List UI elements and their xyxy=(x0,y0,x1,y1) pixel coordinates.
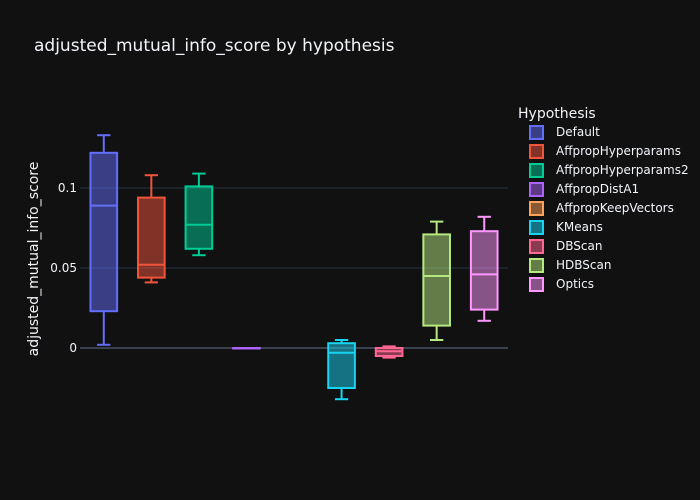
iqr-box xyxy=(89,151,119,313)
legend-label: AffpropHyperparams2 xyxy=(556,163,689,177)
legend-swatch xyxy=(529,163,544,178)
legend-swatch xyxy=(529,201,544,216)
iqr-box xyxy=(184,185,214,250)
box-hdbscan xyxy=(422,220,451,341)
legend-item: Default xyxy=(529,125,600,140)
legend-label: Default xyxy=(556,125,600,139)
plot-area xyxy=(89,134,499,401)
legend-item: AffpropDistA1 xyxy=(529,182,639,197)
legend-item: Optics xyxy=(529,277,594,292)
legend-swatch xyxy=(529,220,544,235)
y-tick-label: 0.1 xyxy=(58,181,77,195)
box-affprophyperparams xyxy=(137,174,166,284)
legend-label: HDBScan xyxy=(556,258,611,272)
legend-label: AffpropHyperparams xyxy=(556,144,681,158)
legend-swatch xyxy=(529,144,544,159)
y-tick-label: 0.05 xyxy=(50,261,77,275)
box-affprophyperparams2 xyxy=(184,172,214,257)
legend-item: AffpropHyperparams xyxy=(529,144,681,159)
legend-title: Hypothesis xyxy=(518,106,596,122)
legend-swatch xyxy=(529,277,544,292)
y-axis-title: adjusted_mutual_info_score xyxy=(26,162,42,357)
iqr-box xyxy=(422,233,451,327)
legend-item: AffpropHyperparams2 xyxy=(529,163,689,178)
legend-swatch xyxy=(529,182,544,197)
legend: Hypothesis Default AffpropHyperparams Affp… xyxy=(518,106,689,292)
legend-item: DBScan xyxy=(529,239,602,254)
legend-label: DBScan xyxy=(556,239,602,253)
legend-item: HDBScan xyxy=(529,258,611,273)
box-affpropdista1 xyxy=(232,347,261,350)
iqr-box xyxy=(469,230,499,311)
box-kmeans xyxy=(327,339,356,401)
legend-swatch xyxy=(529,258,544,273)
y-axis-ticks: 0 0.05 0.1 xyxy=(50,181,77,355)
legend-item: AffpropKeepVectors xyxy=(529,201,674,216)
legend-item: KMeans xyxy=(529,220,603,235)
legend-label: AffpropDistA1 xyxy=(556,182,639,196)
box-dbscan xyxy=(374,345,404,359)
chart-title: adjusted_mutual_info_score by hypothesis xyxy=(34,36,395,56)
legend-swatch xyxy=(529,125,544,140)
legend-label: Optics xyxy=(556,277,594,291)
legend-swatch xyxy=(529,239,544,254)
iqr-box xyxy=(327,342,356,390)
legend-label: KMeans xyxy=(556,220,603,234)
y-tick-label: 0 xyxy=(69,341,77,355)
box-optics xyxy=(469,215,499,322)
legend-label: AffpropKeepVectors xyxy=(556,201,674,215)
box-default xyxy=(89,134,119,346)
